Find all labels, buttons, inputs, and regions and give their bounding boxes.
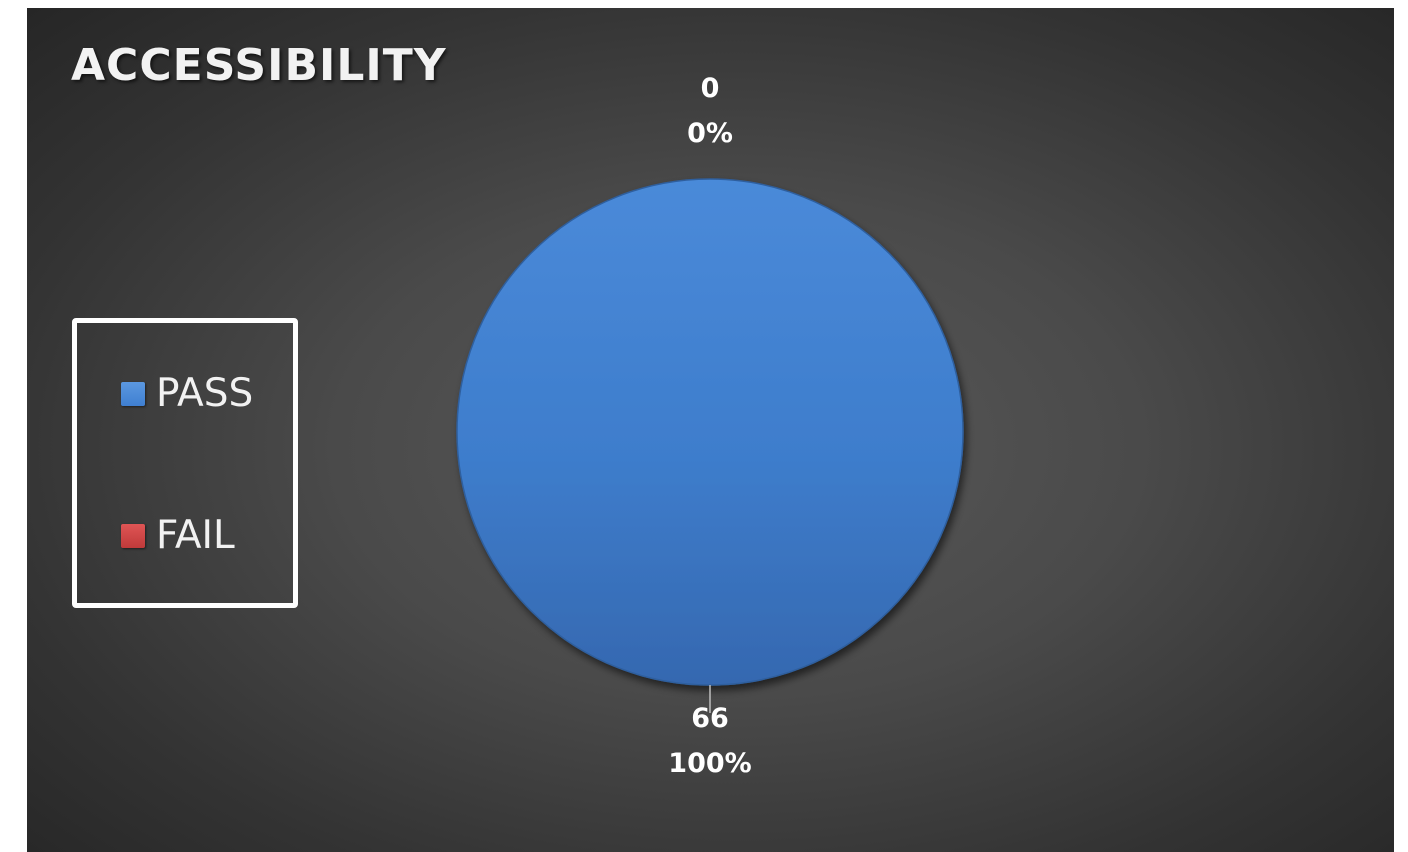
- legend-item-fail: FAIL: [121, 513, 235, 558]
- chart-area: ACCESSIBILITY PASS FAIL 66 100% 0 0%: [27, 8, 1394, 852]
- pie-slices: [456, 178, 964, 686]
- legend-item-pass: PASS: [121, 371, 253, 416]
- pie-chart: 66 100% 0 0%: [456, 73, 964, 779]
- legend-label-fail: FAIL: [156, 513, 235, 558]
- data-labels: 66 100% 0 0%: [668, 73, 751, 779]
- data-label-value-pass: 66: [691, 703, 729, 734]
- pie-slice-pass: [456, 178, 964, 686]
- data-label-value-fail: 0: [701, 73, 720, 104]
- data-label-percent-pass: 100%: [668, 748, 751, 779]
- legend-swatch-pass: [121, 381, 145, 406]
- data-label-percent-fail: 0%: [687, 118, 733, 149]
- legend-swatch-fail: [121, 523, 145, 548]
- legend-label-pass: PASS: [156, 371, 254, 416]
- legend: PASS FAIL: [72, 318, 298, 608]
- chart-title: ACCESSIBILITY: [71, 40, 447, 91]
